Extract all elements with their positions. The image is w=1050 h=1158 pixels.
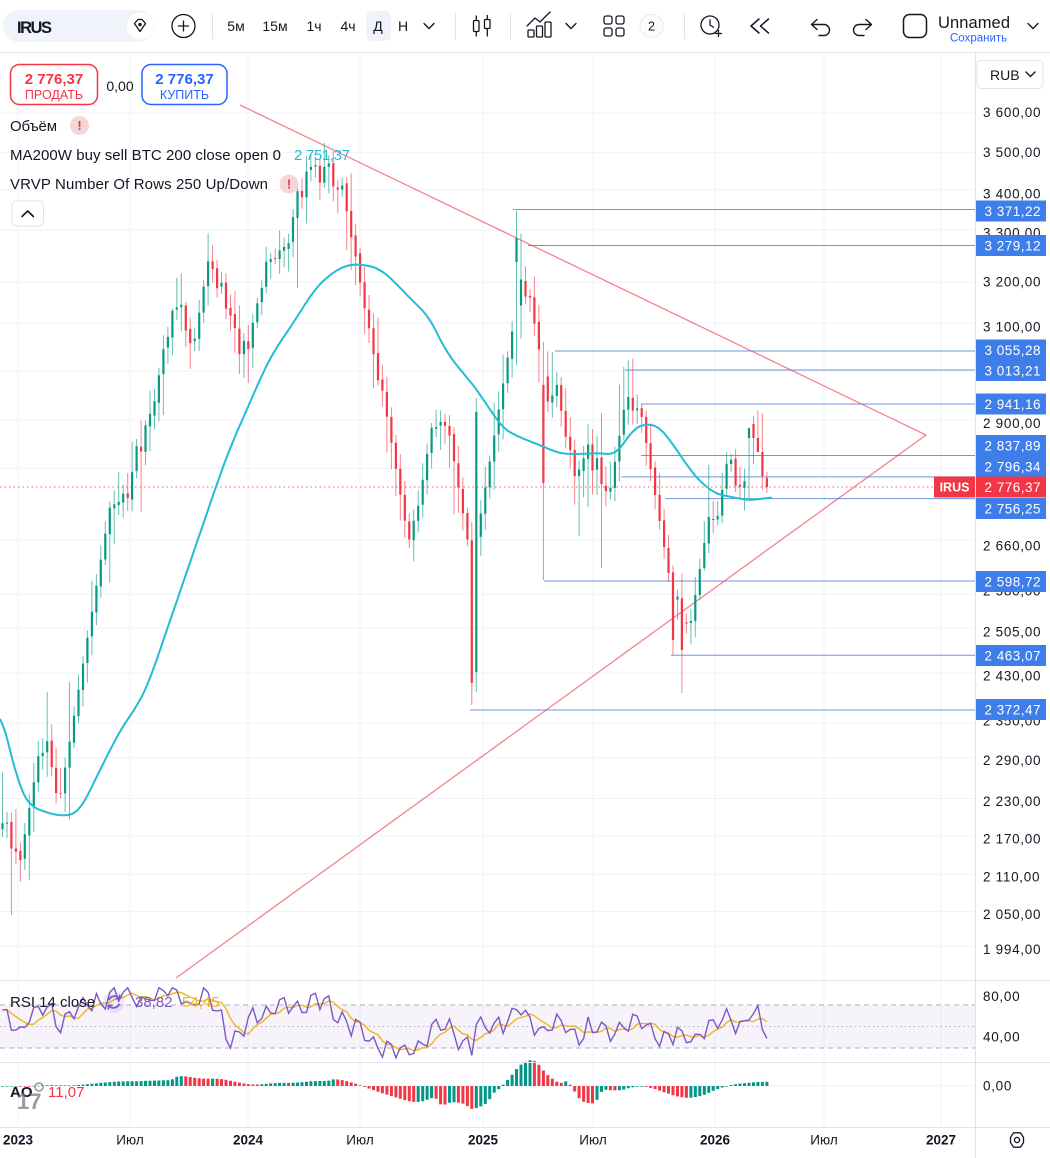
svg-text:IRUS: IRUS <box>17 19 52 37</box>
svg-text:2 290,00: 2 290,00 <box>983 753 1041 768</box>
svg-text:2025: 2025 <box>468 1133 499 1148</box>
svg-text:!: ! <box>77 118 81 133</box>
svg-text:Июл: Июл <box>116 1133 143 1148</box>
svg-text:3 013,21: 3 013,21 <box>984 363 1041 378</box>
svg-text:2027: 2027 <box>926 1133 956 1148</box>
svg-text:2 430,00: 2 430,00 <box>983 669 1041 684</box>
svg-text:2 837,89: 2 837,89 <box>984 438 1041 453</box>
svg-text:1 994,00: 1 994,00 <box>983 942 1041 957</box>
svg-text:15м: 15м <box>262 18 287 34</box>
svg-text:3 100,00: 3 100,00 <box>983 320 1041 335</box>
svg-text:2 900,00: 2 900,00 <box>983 416 1041 431</box>
svg-text:Сохранить: Сохранить <box>950 33 1007 45</box>
svg-text:2 505,00: 2 505,00 <box>983 625 1041 640</box>
svg-text:2 796,34: 2 796,34 <box>984 459 1041 474</box>
svg-text:2 776,37: 2 776,37 <box>25 71 83 88</box>
svg-text:!: ! <box>287 177 291 192</box>
svg-text:Июл: Июл <box>810 1133 837 1148</box>
svg-text:54,45: 54,45 <box>182 994 220 1011</box>
svg-text:3 371,22: 3 371,22 <box>984 204 1041 219</box>
svg-text:40,00: 40,00 <box>983 1030 1020 1045</box>
svg-text:2 756,25: 2 756,25 <box>984 501 1041 516</box>
svg-text:MA200W buy sell BTC 200 close: MA200W buy sell BTC 200 close open 0 <box>10 147 281 164</box>
svg-text:0,00: 0,00 <box>983 1079 1012 1094</box>
svg-text:2 598,72: 2 598,72 <box>984 574 1041 589</box>
svg-text:Unnamed: Unnamed <box>938 14 1010 32</box>
svg-text:1ч: 1ч <box>306 18 321 34</box>
svg-text:КУПИТЬ: КУПИТЬ <box>160 88 209 102</box>
svg-text:17: 17 <box>17 1089 41 1114</box>
svg-text:AO: AO <box>10 1084 33 1101</box>
svg-text:RSI 14 close: RSI 14 close <box>10 994 95 1011</box>
svg-text:Объём: Объём <box>10 118 57 135</box>
svg-text:IRUS: IRUS <box>940 481 970 495</box>
svg-text:2023: 2023 <box>3 1133 34 1148</box>
svg-text:4ч: 4ч <box>340 18 355 34</box>
svg-text:3 200,00: 3 200,00 <box>983 274 1041 289</box>
svg-text:2024: 2024 <box>233 1133 264 1148</box>
svg-text:2 660,00: 2 660,00 <box>983 539 1041 554</box>
svg-text:ПРОДАТЬ: ПРОДАТЬ <box>25 88 83 102</box>
svg-text:RUB: RUB <box>990 67 1020 83</box>
svg-text:3 279,12: 3 279,12 <box>984 238 1041 253</box>
svg-text:2026: 2026 <box>700 1133 731 1148</box>
svg-text:2 230,00: 2 230,00 <box>983 794 1041 809</box>
svg-text:80,00: 80,00 <box>983 989 1020 1004</box>
svg-text:3 600,00: 3 600,00 <box>983 105 1041 120</box>
svg-text:2 751,37: 2 751,37 <box>294 147 350 164</box>
svg-text:5м: 5м <box>227 18 244 34</box>
svg-text:11,07: 11,07 <box>48 1084 84 1101</box>
svg-text:2 372,47: 2 372,47 <box>984 702 1041 717</box>
svg-text:0,00: 0,00 <box>106 78 133 94</box>
svg-text:3 400,00: 3 400,00 <box>983 187 1041 202</box>
svg-text:38,82: 38,82 <box>135 994 173 1011</box>
svg-text:3 055,28: 3 055,28 <box>984 343 1041 358</box>
svg-text:Д: Д <box>373 18 383 34</box>
svg-text:Июл: Июл <box>579 1133 606 1148</box>
svg-text:2 941,16: 2 941,16 <box>984 397 1041 412</box>
svg-text:2 463,07: 2 463,07 <box>984 648 1041 663</box>
svg-text:VRVP Number Of Rows 250 Up/Dow: VRVP Number Of Rows 250 Up/Down <box>10 176 268 193</box>
svg-text:2: 2 <box>648 20 655 34</box>
svg-text:2 170,00: 2 170,00 <box>983 832 1041 847</box>
svg-text:3 500,00: 3 500,00 <box>983 145 1041 160</box>
svg-text:2 110,00: 2 110,00 <box>983 870 1040 885</box>
svg-text:Н: Н <box>398 18 408 34</box>
svg-text:2 776,37: 2 776,37 <box>155 71 213 88</box>
svg-text:Июл: Июл <box>346 1133 373 1148</box>
svg-text:2 776,37: 2 776,37 <box>984 480 1041 495</box>
svg-text:2 050,00: 2 050,00 <box>983 907 1041 922</box>
